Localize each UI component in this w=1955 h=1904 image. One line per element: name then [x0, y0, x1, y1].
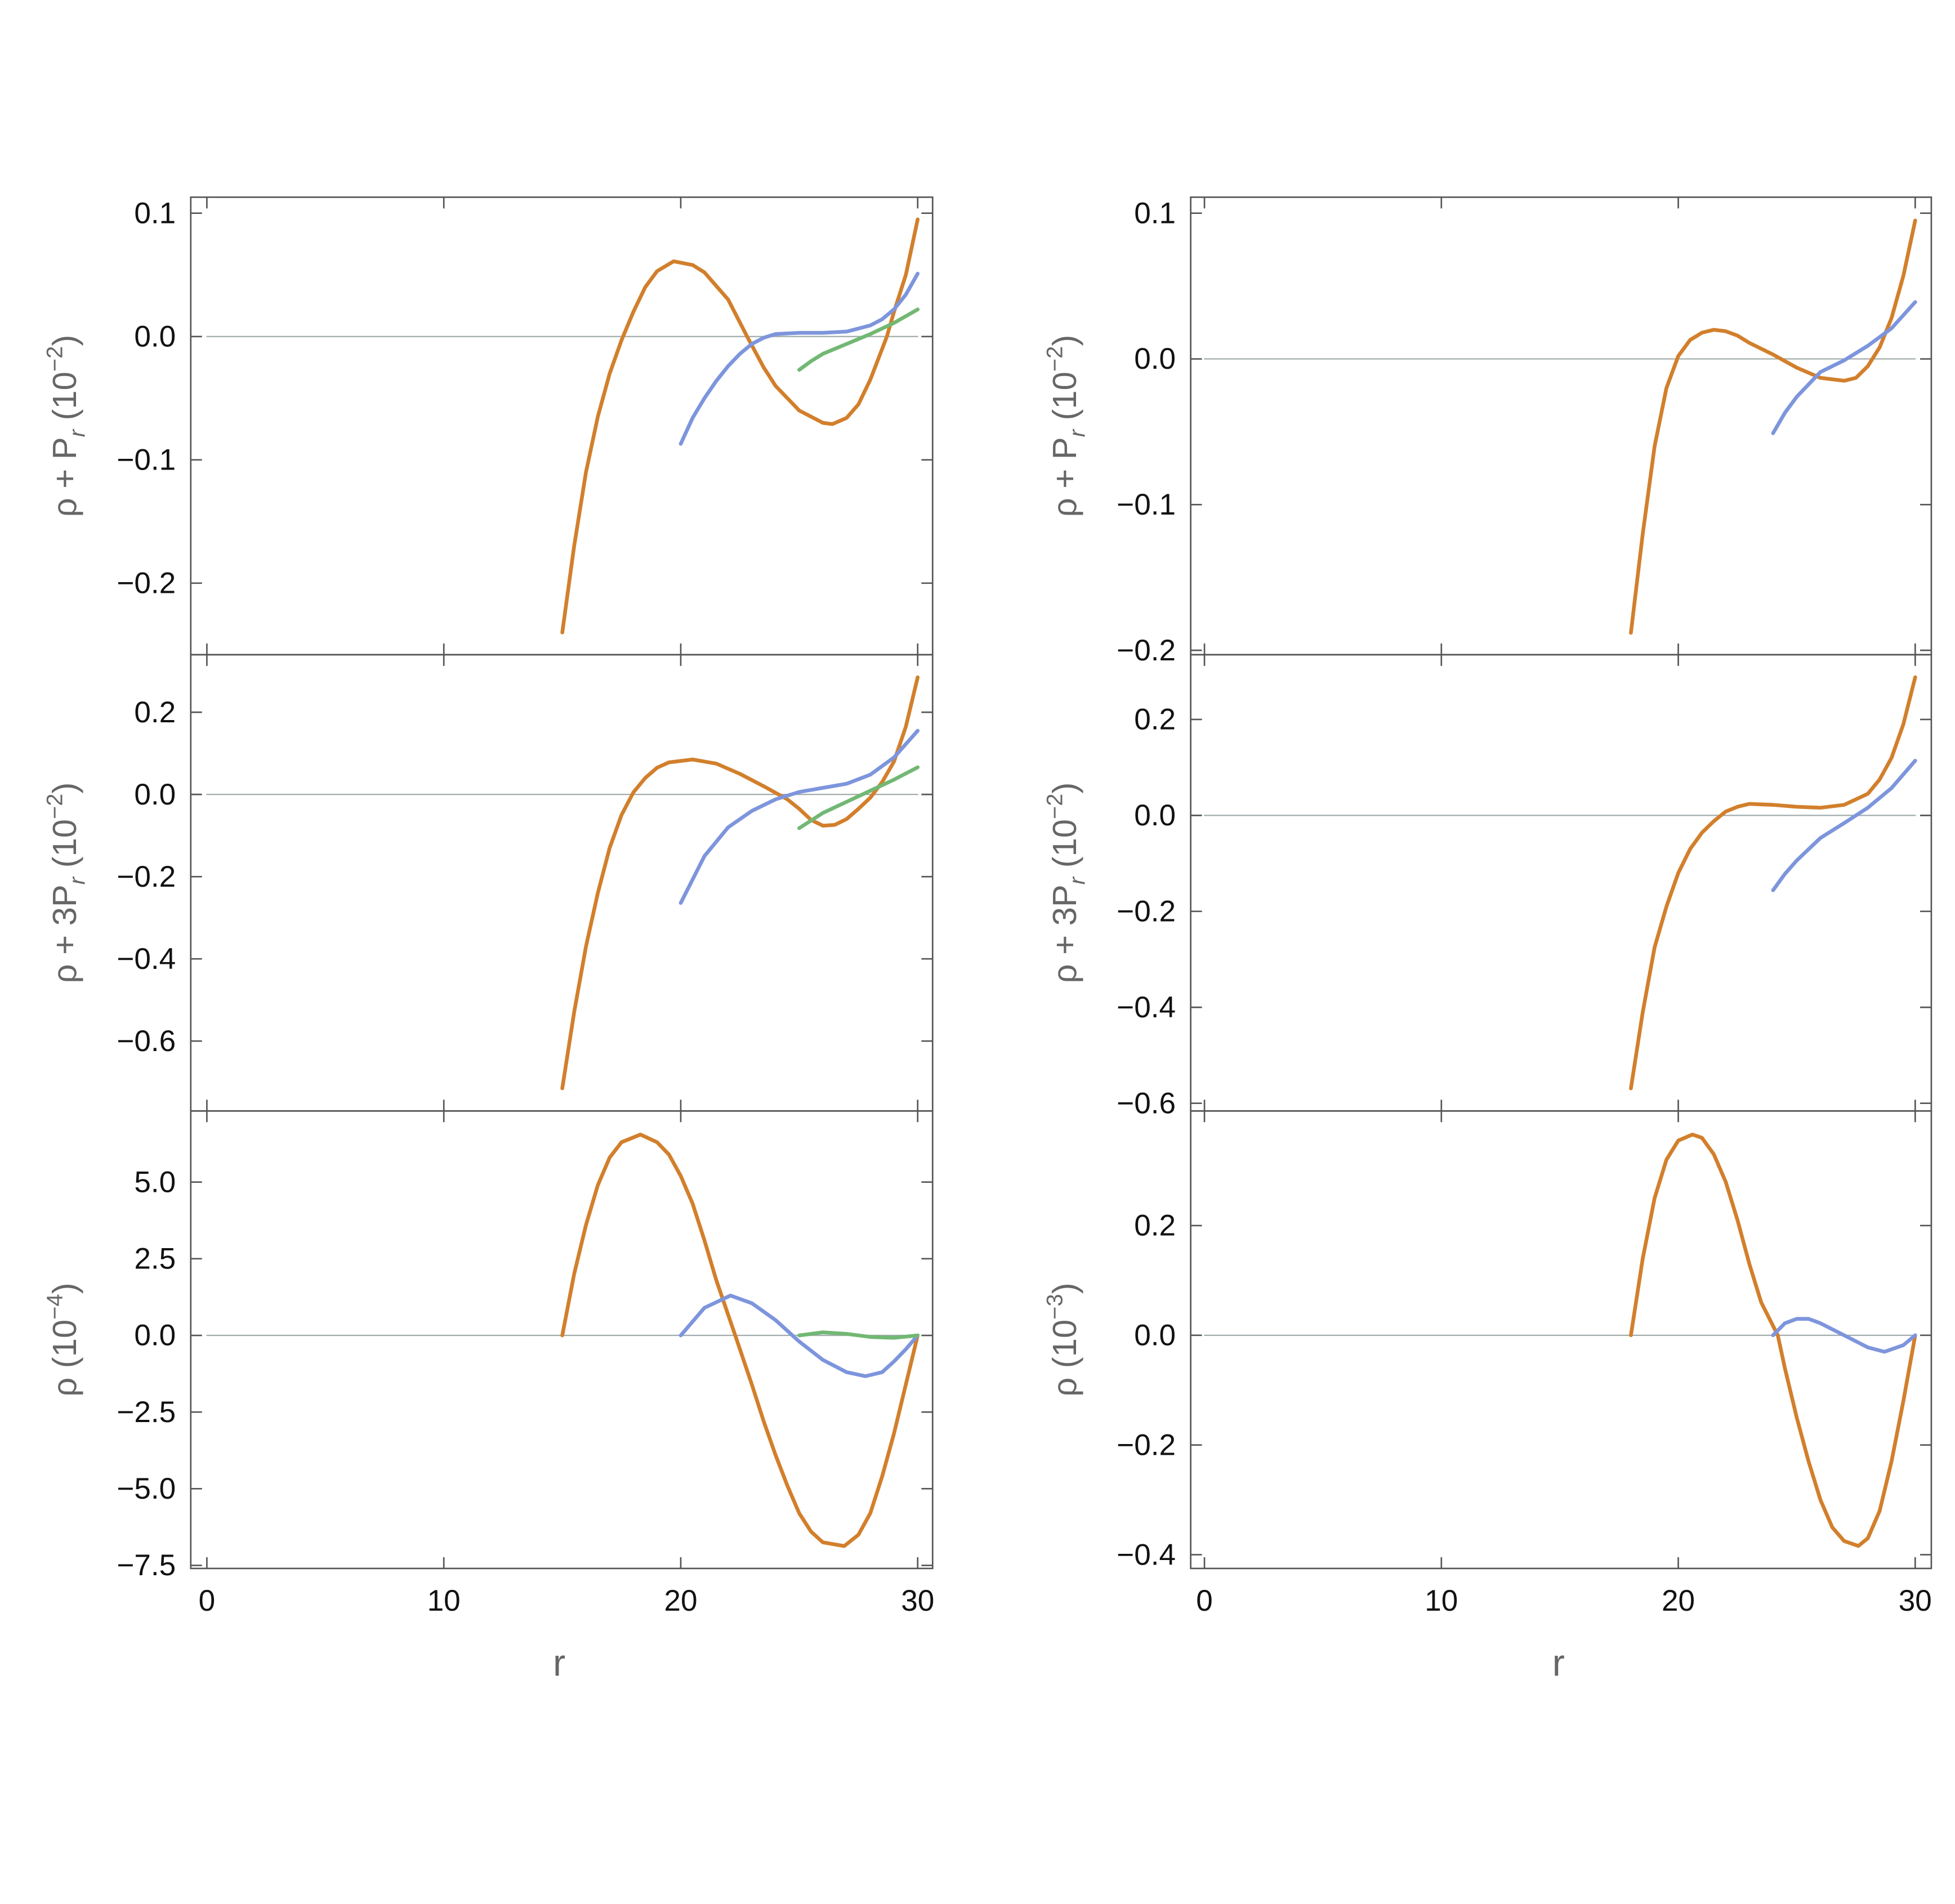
y-tick-label: −0.2	[1117, 895, 1176, 928]
plot-frame	[1190, 1110, 1932, 1570]
curve	[1771, 758, 1917, 892]
curve	[679, 271, 920, 446]
y-tick-label: −0.2	[1117, 1428, 1176, 1461]
label-sup: −2	[1043, 794, 1068, 819]
curve	[1629, 218, 1917, 635]
y-tick-label: −0.6	[117, 1025, 176, 1058]
y-tick-label: 0.0	[1134, 799, 1176, 832]
y-axis-label: ρ + Pr​ (10−2​)	[43, 335, 90, 517]
x-tick-label: 0	[199, 1584, 216, 1617]
label-part: ρ (10	[46, 1320, 83, 1397]
label-sub: r	[1065, 428, 1090, 437]
curve	[1629, 1132, 1917, 1548]
x-tick-label: 0	[1196, 1584, 1213, 1617]
x-tick-label: 10	[1425, 1584, 1458, 1617]
label-sup: −2	[43, 346, 68, 372]
label-sup: −3	[1043, 1294, 1068, 1319]
label-part: )	[46, 1282, 83, 1294]
y-tick-label: 0.1	[134, 196, 176, 230]
plot-frame	[1190, 654, 1932, 1112]
curve	[1629, 675, 1917, 1090]
label-sup: −4	[43, 1294, 68, 1319]
y-tick-label: 0.2	[134, 696, 176, 729]
label-part: ρ (10	[1046, 1320, 1083, 1397]
curve	[1771, 300, 1917, 435]
x-tick-label: 20	[664, 1584, 697, 1617]
y-tick-label: −0.6	[1117, 1087, 1176, 1120]
y-tick-label: −0.2	[117, 860, 176, 893]
y-tick-label: 0.0	[134, 778, 176, 811]
label-sub: r	[1065, 876, 1090, 884]
curve	[560, 1132, 920, 1548]
label-part: ρ + P	[1046, 437, 1083, 517]
curve	[560, 217, 920, 634]
y-axis-label: ρ + Pr​ (10−2​)	[1043, 335, 1090, 517]
y-axis-label: ρ (10−4​)	[43, 1282, 83, 1396]
y-tick-label: −0.2	[117, 567, 176, 600]
plot-frame	[190, 654, 934, 1112]
y-tick-label: 0.0	[1134, 342, 1176, 376]
y-tick-label: 2.5	[134, 1242, 176, 1276]
label-part: (10	[1046, 819, 1083, 877]
y-tick-label: 0.0	[1134, 1319, 1176, 1352]
y-tick-label: 0.0	[134, 1319, 176, 1352]
y-tick-label: −0.4	[1117, 1538, 1176, 1571]
y-tick-label: −0.2	[1117, 634, 1176, 667]
label-sub: r	[65, 428, 90, 437]
plot-frame	[190, 1110, 934, 1570]
label-part: (10	[46, 372, 83, 430]
x-axis-label: r	[1552, 1642, 1565, 1684]
x-tick-label: 20	[1662, 1584, 1695, 1617]
curve	[679, 728, 920, 905]
y-axis-label: ρ (10−3​)	[1043, 1282, 1083, 1396]
curve	[679, 1293, 920, 1378]
y-tick-label: −0.4	[1117, 991, 1176, 1024]
label-part: (10	[46, 819, 83, 877]
label-sub: r	[65, 876, 90, 884]
label-part: (10	[1046, 372, 1083, 430]
label-sup: −2	[43, 794, 68, 819]
x-tick-label: 30	[901, 1584, 934, 1617]
y-tick-label: 0.2	[1134, 703, 1176, 736]
label-part: ρ + P	[46, 437, 83, 517]
label-part: )	[1046, 335, 1083, 346]
plot-frame	[1190, 196, 1932, 656]
y-tick-label: 0.2	[1134, 1209, 1176, 1242]
label-part: ρ + 3P	[46, 884, 83, 983]
y-tick-label: 0.1	[1134, 196, 1176, 230]
y-axis-label: ρ + 3Pr​ (10−2​)	[1043, 783, 1090, 984]
curve	[560, 675, 920, 1090]
label-sup: −2	[1043, 346, 1068, 372]
y-tick-label: 5.0	[134, 1165, 176, 1199]
plot-frame	[190, 196, 934, 656]
curve	[797, 1330, 920, 1340]
label-part: )	[46, 335, 83, 346]
label-part: ρ + 3P	[1046, 884, 1083, 983]
y-tick-label: −0.1	[117, 444, 176, 477]
label-part: )	[46, 783, 83, 794]
y-axis-label: ρ + 3Pr​ (10−2​)	[43, 783, 90, 984]
x-tick-label: 10	[427, 1584, 461, 1617]
y-tick-label: −0.1	[1117, 488, 1176, 521]
y-tick-label: −7.5	[117, 1549, 176, 1582]
y-tick-label: −0.4	[117, 942, 176, 976]
y-tick-label: −2.5	[117, 1396, 176, 1429]
curve	[1771, 1317, 1917, 1354]
curve	[797, 765, 920, 830]
x-tick-label: 30	[1899, 1584, 1932, 1617]
y-tick-label: 0.0	[134, 320, 176, 353]
curve	[797, 307, 920, 372]
x-axis-label: r	[553, 1642, 565, 1684]
label-part: )	[1046, 1282, 1083, 1294]
label-part: )	[1046, 783, 1083, 794]
y-tick-label: −5.0	[117, 1472, 176, 1505]
